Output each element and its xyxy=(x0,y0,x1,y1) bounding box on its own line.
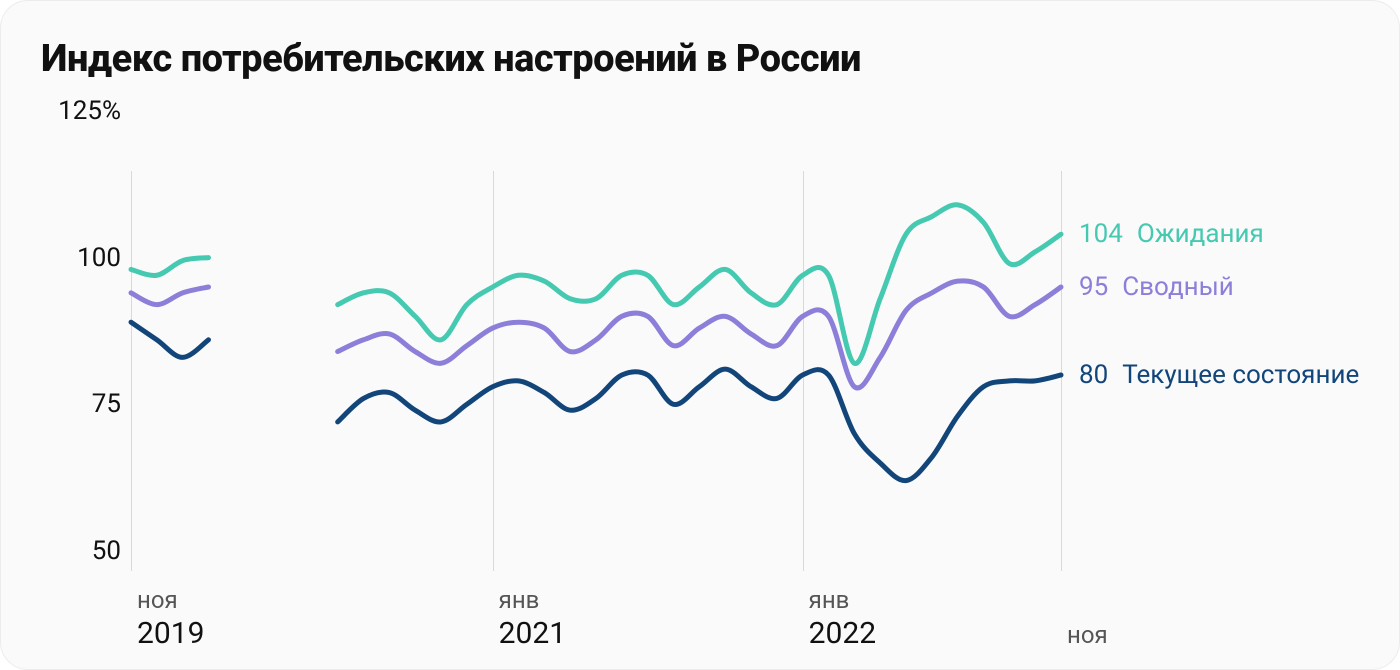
series-end-value: 95 xyxy=(1079,272,1108,302)
gridline xyxy=(1061,171,1062,571)
chart-card: Индекс потребительских настроений в Росс… xyxy=(0,0,1400,670)
chart-area: 125%1007550ноя2019янв2021янв2022ноя104Ож… xyxy=(41,91,1359,651)
chart-title: Индекс потребительских настроений в Росс… xyxy=(41,37,1359,81)
series-end-value: 80 xyxy=(1079,360,1108,390)
y-axis-label: 50 xyxy=(41,536,121,566)
series-line-current xyxy=(338,369,1061,481)
x-axis-year: 2022 xyxy=(809,616,876,651)
series-end-label-expectations: 104 Ожидания xyxy=(1079,219,1264,249)
series-name: Ожидания xyxy=(1137,219,1264,249)
x-axis-month: янв xyxy=(499,586,566,614)
series-name: Текущее состояние xyxy=(1122,360,1359,390)
x-axis-label: ноя2019 xyxy=(137,586,204,651)
x-axis-month: ноя xyxy=(137,586,204,614)
x-axis-month: ноя xyxy=(1067,621,1108,649)
x-axis-label: янв2022 xyxy=(809,586,876,651)
y-axis-label: 125% xyxy=(41,96,121,126)
y-axis-label: 100 xyxy=(41,243,121,273)
series-end-label-current: 80 Текущее состояние xyxy=(1079,360,1359,390)
series-line-current xyxy=(131,322,209,357)
x-axis-year: 2019 xyxy=(137,616,204,651)
y-axis-label: 75 xyxy=(41,389,121,419)
x-axis-label: янв2021 xyxy=(499,586,566,651)
line-plot xyxy=(131,91,1061,561)
series-end-label-composite: 95 Сводный xyxy=(1079,272,1234,302)
x-axis-month: янв xyxy=(809,586,876,614)
series-line-expectations xyxy=(131,258,209,276)
series-line-composite xyxy=(131,287,209,305)
x-axis-year: 2021 xyxy=(499,616,566,651)
series-name: Сводный xyxy=(1122,272,1234,302)
series-end-value: 104 xyxy=(1079,219,1123,249)
x-axis-label: ноя xyxy=(1067,621,1108,651)
